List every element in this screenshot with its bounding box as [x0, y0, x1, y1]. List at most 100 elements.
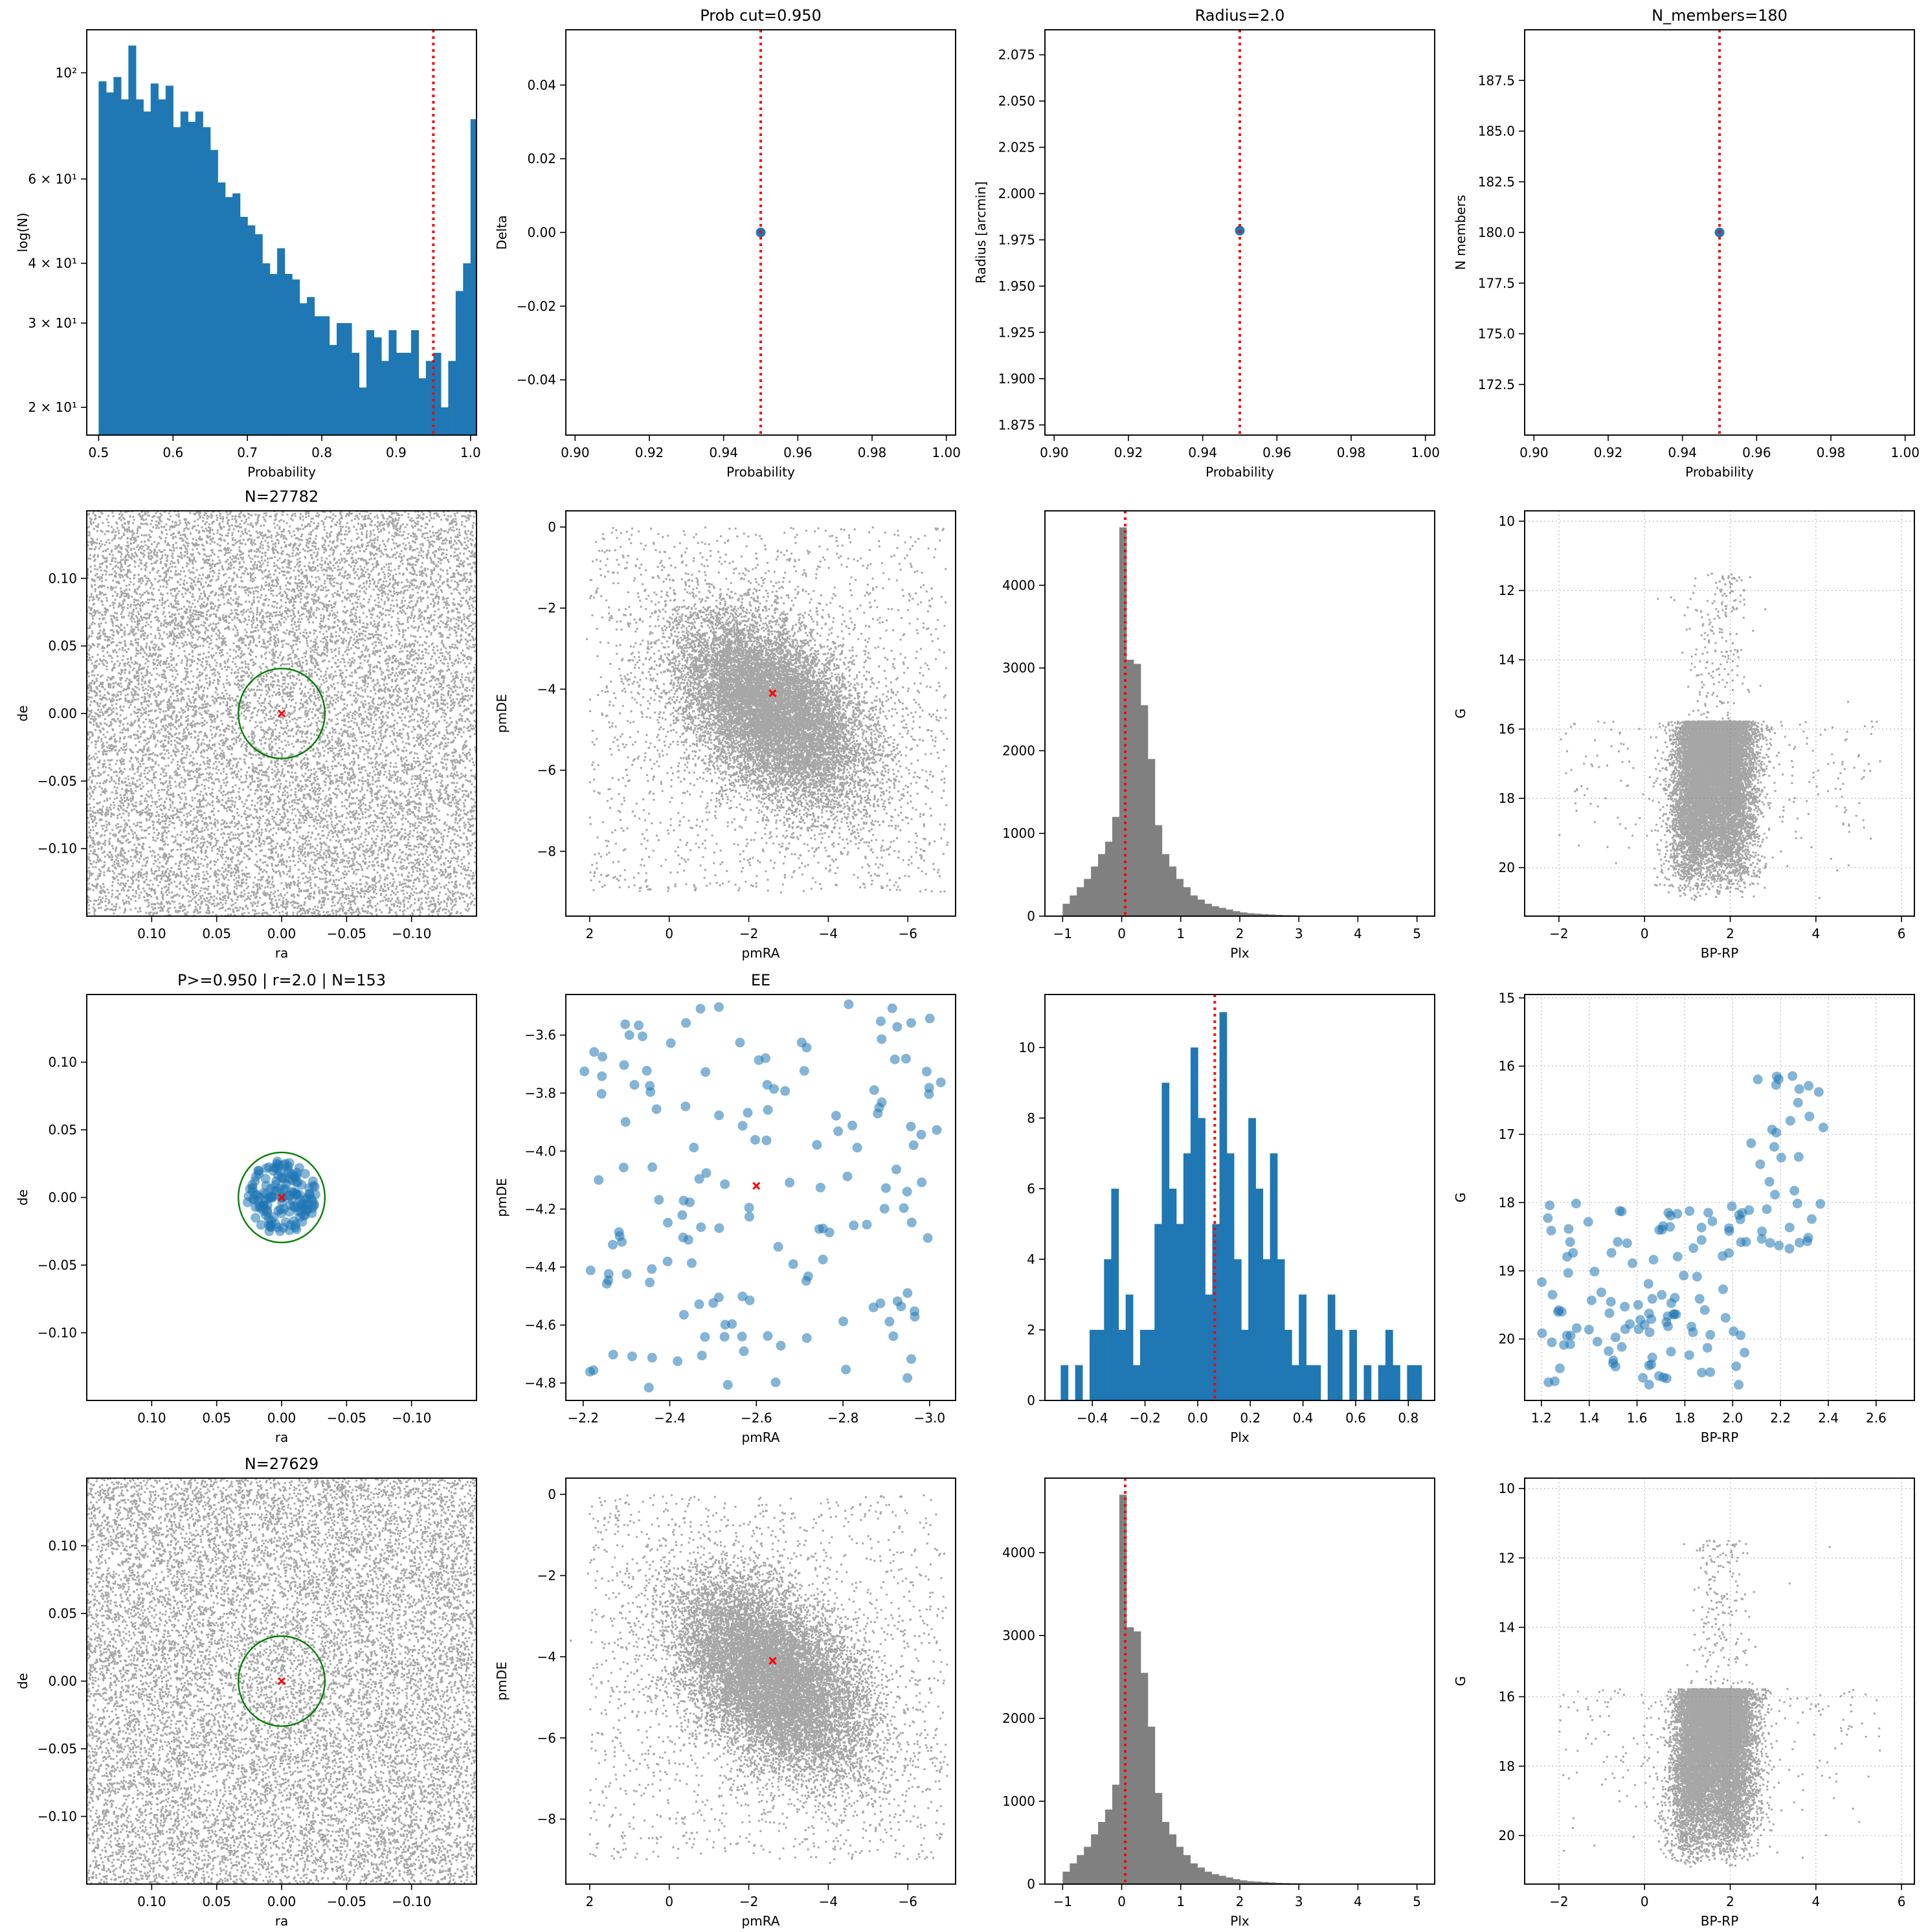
plot-area [1715, 30, 1725, 435]
y-tick-label: 2.075 [998, 47, 1035, 63]
member-point [647, 1162, 657, 1172]
member-point [1786, 1116, 1795, 1126]
histogram-bar [1070, 1863, 1077, 1884]
histogram-bar [262, 264, 270, 435]
histogram-bar [1234, 1259, 1242, 1400]
histogram-bar [166, 85, 174, 435]
histogram-bar [1313, 1365, 1321, 1400]
member-point [720, 1332, 730, 1342]
x-axis-label: Probability [1685, 464, 1754, 480]
histogram-bar [374, 337, 381, 435]
y-tick-label: −0.05 [38, 773, 77, 789]
histogram-bar [1127, 1627, 1134, 1884]
histogram-bar [381, 361, 389, 435]
x-tick-label: −2.6 [741, 1410, 772, 1426]
histogram-bar [1233, 911, 1240, 916]
member-point [745, 1212, 754, 1222]
member-point [802, 1333, 812, 1343]
x-tick-label: 1.0 [460, 445, 481, 460]
member-point [645, 1081, 655, 1091]
member-point [1703, 1208, 1713, 1218]
y-tick-label: 4000 [1002, 578, 1035, 593]
histogram-bar [1098, 854, 1106, 916]
histogram-bar [1204, 1872, 1212, 1884]
x-tick-label: 0.96 [783, 445, 813, 460]
x-tick-label: 2 [1236, 1894, 1244, 1909]
member-point [737, 1332, 747, 1342]
member-point [1771, 1128, 1781, 1138]
plot-area [579, 1000, 946, 1393]
member-point [579, 1066, 589, 1076]
chart-title: Radius=2.0 [1195, 6, 1285, 25]
member-point [916, 1130, 926, 1140]
member-point [1794, 1152, 1804, 1162]
histogram-bar [1169, 866, 1177, 916]
x-tick-label: 0.98 [1337, 445, 1366, 460]
y-tick-label: 1.925 [998, 324, 1035, 340]
member-point [689, 1143, 699, 1152]
histogram-bar [1119, 1330, 1127, 1400]
member-point [1774, 1241, 1784, 1250]
plot-area [1525, 1478, 1914, 1884]
member-point [256, 1220, 266, 1230]
member-point [696, 1004, 706, 1014]
member-point [936, 1077, 946, 1087]
member-point [1543, 1213, 1552, 1223]
x-tick-label: 1.00 [1411, 445, 1440, 460]
member-point [687, 1258, 697, 1268]
member-point [1795, 1084, 1804, 1094]
y-tick-label: 10² [56, 65, 77, 80]
member-point [833, 1127, 843, 1136]
member-point [735, 1038, 745, 1048]
histogram-bar [1176, 879, 1183, 916]
member-point [720, 1179, 730, 1189]
axes-frame [1525, 1478, 1914, 1884]
y-tick-label: 10 [1499, 1481, 1515, 1496]
member-point [1734, 1380, 1743, 1389]
member-point [1617, 1342, 1626, 1352]
histogram-bar [1364, 1365, 1372, 1400]
x-tick-label: 0 [665, 926, 673, 941]
x-tick-label: 0.00 [267, 1894, 297, 1909]
y-tick-label: 4 × 10¹ [28, 256, 77, 271]
histogram-bar [1104, 1259, 1112, 1400]
y-tick-label: 2000 [1002, 743, 1035, 758]
x-tick-label: −4 [819, 1894, 838, 1909]
member-point [763, 1331, 772, 1341]
member-point [1671, 1310, 1681, 1320]
member-point [1611, 1362, 1620, 1371]
member-point [1755, 1160, 1765, 1169]
member-point [619, 1163, 629, 1173]
member-point [1547, 1338, 1557, 1347]
member-point [1565, 1340, 1575, 1349]
histogram-bars [98, 45, 478, 435]
y-tick-label: 2 [1027, 1322, 1035, 1338]
member-point [1666, 1211, 1676, 1220]
member-point [281, 1159, 291, 1169]
histogram-bar [1277, 1259, 1285, 1400]
x-tick-label: 0.6 [1345, 1410, 1366, 1426]
plot-area [570, 1494, 997, 1864]
y-tick-label: 0.00 [48, 706, 77, 721]
x-tick-label: 1.4 [1579, 1410, 1600, 1426]
y-tick-label: 3000 [1002, 1628, 1035, 1643]
member-point [619, 1061, 629, 1070]
member-point [1731, 1362, 1741, 1371]
member-point [625, 1030, 634, 1040]
member-point [906, 1121, 915, 1131]
y-axis-label: pmDE [494, 694, 510, 733]
member-point [1724, 1226, 1734, 1236]
histogram-bar [441, 407, 449, 435]
member-point [1703, 1343, 1712, 1353]
member-point [1645, 1327, 1655, 1337]
y-tick-label: −0.05 [38, 1741, 77, 1757]
y-tick-label: 3000 [1002, 660, 1035, 676]
histogram-bar [330, 345, 337, 435]
histogram-bar [1060, 1365, 1068, 1400]
member-point [598, 1052, 607, 1062]
member-point [694, 1299, 704, 1309]
histogram-bar [1070, 895, 1077, 916]
x-tick-label: 0 [1641, 1894, 1649, 1909]
